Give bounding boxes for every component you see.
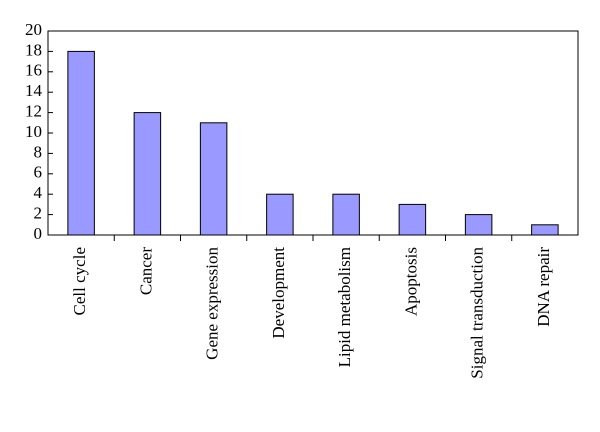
y-tick-label: 20	[25, 20, 42, 39]
bar	[332, 193, 360, 236]
y-tick-label: 6	[34, 163, 43, 182]
y-tick-label: 10	[25, 122, 42, 141]
y-tick-label: 18	[25, 40, 42, 59]
bar	[531, 224, 559, 236]
y-tick-label: 16	[25, 61, 42, 80]
x-tick-label: Cell cycle	[70, 247, 89, 315]
x-tick-label: Gene expression	[203, 247, 222, 360]
x-tick-label: Cancer	[136, 247, 155, 295]
x-tick-label: DNA repair	[534, 247, 553, 327]
bar	[398, 203, 427, 236]
x-tick-label: Signal transduction	[468, 247, 487, 379]
x-tick-label: Apoptosis	[401, 247, 420, 316]
bar	[199, 122, 228, 236]
x-tick-label: Lipid metabolism	[335, 247, 354, 367]
y-tick-label: 4	[34, 183, 43, 202]
bar	[67, 50, 95, 236]
y-tick-label: 14	[25, 81, 43, 100]
y-tick-label: 8	[34, 142, 43, 161]
bar	[133, 112, 162, 236]
x-tick-label: Development	[269, 247, 288, 339]
y-tick-label: 0	[34, 224, 43, 243]
bar	[266, 193, 294, 236]
y-tick-label: 2	[34, 204, 43, 223]
bar	[464, 214, 493, 236]
plot-frame	[47, 30, 579, 236]
y-tick-label: 12	[25, 102, 42, 121]
